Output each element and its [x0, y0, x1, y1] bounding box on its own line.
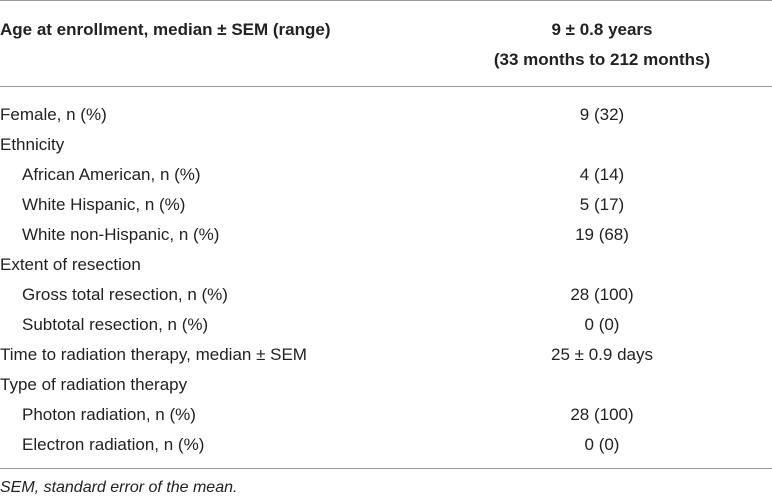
table-row-label: Type of radiation therapy — [0, 375, 188, 394]
table-row-value: 28 (100) — [570, 285, 634, 304]
table-row-label: Extent of resection — [0, 255, 141, 274]
table-row-value: 4 (14) — [579, 165, 625, 184]
table-row-label: Subtotal resection, n (%) — [22, 315, 209, 334]
table-row-label: Electron radiation, n (%) — [22, 435, 205, 454]
table-row-label: White Hispanic, n (%) — [22, 195, 186, 214]
table-row-label: Photon radiation, n (%) — [22, 405, 196, 424]
table-row-value: 0 (0) — [584, 435, 620, 454]
table-row-value: 28 (100) — [570, 405, 634, 424]
table-row-label: Time to radiation therapy, median ± SEM — [0, 345, 307, 364]
table-row-value: 25 ± 0.9 days — [551, 345, 653, 364]
table-row-label: Female, n (%) — [0, 105, 107, 124]
table-bottom-rule — [0, 468, 772, 469]
table-row-label: Gross total resection, n (%) — [22, 285, 228, 304]
header-bottom-rule — [0, 86, 772, 87]
table-footnote: SEM, standard error of the mean. — [0, 479, 238, 496]
header-label: Age at enrollment, median ± SEM (range) — [0, 20, 331, 39]
table-row-value: 5 (17) — [579, 195, 625, 214]
table-row-value: 0 (0) — [584, 315, 620, 334]
table-row-label: Ethnicity — [0, 135, 65, 154]
header-value-line2: (33 months to 212 months) — [493, 50, 711, 69]
table-row-label: African American, n (%) — [22, 165, 201, 184]
table-row-value: 9 (32) — [579, 105, 625, 124]
table-top-rule — [0, 0, 772, 1]
table-row-value: 19 (68) — [575, 225, 629, 244]
table-row-label: White non-Hispanic, n (%) — [22, 225, 220, 244]
header-value-line1: 9 ± 0.8 years — [551, 20, 653, 39]
